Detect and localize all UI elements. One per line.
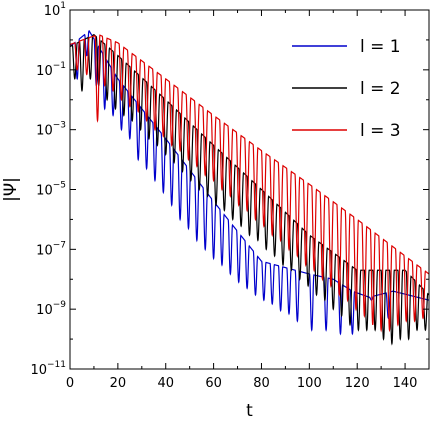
series-curves [70, 30, 429, 346]
x-tick-labels: 0 20 40 60 80 100 120 140 [66, 376, 418, 391]
x-tick-label: 80 [253, 376, 270, 391]
y-tick-label: 10−9 [36, 300, 66, 318]
y-tick-labels: 10−11 10−9 10−7 10−5 10−3 10−1 101 [30, 1, 66, 378]
y-tick-label: 101 [44, 1, 66, 19]
y-tick-label: 10−7 [36, 240, 66, 258]
legend-label: l = 3 [360, 121, 401, 141]
legend: l = 1 l = 2 l = 3 [292, 37, 401, 141]
x-tick-label: 0 [66, 376, 74, 391]
y-tick-label: 10−1 [36, 61, 66, 79]
x-tick-label: 100 [297, 376, 322, 391]
y-axis-label: |Ψ| [1, 177, 21, 202]
x-tick-label: 40 [157, 376, 174, 391]
x-tick-label: 120 [345, 376, 370, 391]
x-tick-label: 20 [110, 376, 127, 391]
y-tick-label: 10−11 [30, 360, 66, 378]
x-tick-label: 60 [205, 376, 222, 391]
legend-label: l = 2 [360, 79, 401, 99]
legend-label: l = 1 [360, 37, 401, 57]
y-tick-label: 10−5 [36, 181, 66, 199]
x-axis-label: t [246, 401, 253, 421]
y-tick-label: 10−3 [36, 121, 66, 139]
series-line-l3 [70, 34, 429, 333]
series-line-l2 [70, 33, 429, 346]
plot-frame [69, 9, 430, 370]
x-tick-label: 140 [393, 376, 418, 391]
axis-ticks [69, 9, 429, 370]
series-line-l1 [70, 30, 429, 336]
